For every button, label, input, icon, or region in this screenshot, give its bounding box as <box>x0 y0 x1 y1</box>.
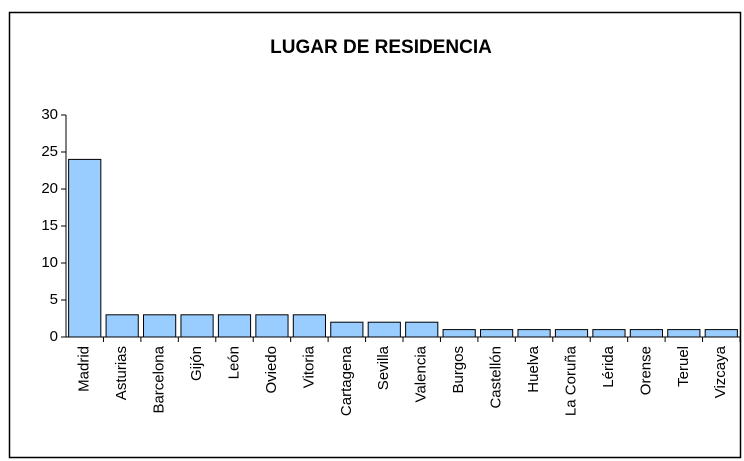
bar <box>105 314 139 338</box>
bar <box>292 314 326 338</box>
x-tick-label: Teruel <box>675 346 692 387</box>
x-tick-label: León <box>225 346 242 379</box>
y-tick-label: 15 <box>41 217 58 234</box>
chart-title: LUGAR DE RESIDENCIA <box>270 37 492 58</box>
bar <box>667 329 701 338</box>
bar <box>517 329 551 338</box>
x-tick-label: La Coruña <box>562 345 579 416</box>
y-tick-label: 25 <box>41 143 58 160</box>
bar <box>592 329 626 338</box>
bar <box>554 329 589 338</box>
x-tick-label: Vizcaya <box>712 345 729 398</box>
bar <box>68 158 102 338</box>
x-tick-label: Asturias <box>113 346 130 400</box>
x-tick-label: Castellón <box>488 346 505 409</box>
bar <box>480 329 514 338</box>
chart-frame <box>8 11 742 459</box>
x-tick-label: Cartagena <box>338 345 355 416</box>
bar <box>629 329 663 338</box>
x-tick-label: Orense <box>637 346 654 395</box>
x-tick-label: Barcelona <box>151 345 168 413</box>
y-tick-label: 5 <box>50 291 58 308</box>
x-tick-label: Vitoria <box>300 345 317 388</box>
x-tick-label: Gijón <box>188 346 205 381</box>
y-tick-label: 20 <box>41 180 58 197</box>
y-tick-label: 0 <box>50 328 58 345</box>
x-tick-label: Huelva <box>525 345 542 392</box>
bar <box>442 329 476 338</box>
bar <box>180 314 214 338</box>
x-tick-label: Lérida <box>600 345 617 387</box>
x-tick-label: Valencia <box>413 345 430 402</box>
x-tick-label: Madrid <box>76 346 93 392</box>
y-tick-label: 30 <box>41 106 58 123</box>
y-tick-label: 10 <box>41 254 58 271</box>
bar <box>217 314 252 338</box>
x-tick-label: Oviedo <box>263 346 280 394</box>
bar <box>330 321 364 338</box>
bar <box>143 314 177 338</box>
bar <box>405 321 439 338</box>
bar <box>255 314 289 338</box>
bar <box>704 329 738 338</box>
bar <box>367 321 401 338</box>
x-tick-label: Sevilla <box>375 345 392 390</box>
x-tick-label: Burgos <box>450 346 467 394</box>
